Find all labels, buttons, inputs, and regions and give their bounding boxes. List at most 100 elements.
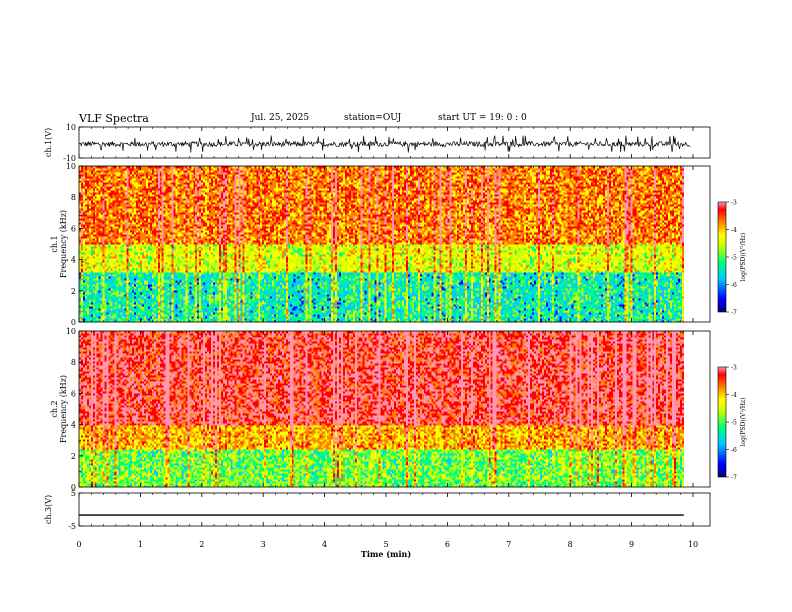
spectrogram-cell bbox=[370, 312, 373, 315]
spectrogram-cell bbox=[563, 310, 566, 313]
spectrogram-cell bbox=[191, 294, 194, 297]
spectrogram-cell bbox=[305, 316, 308, 319]
spectrogram-cell bbox=[236, 318, 239, 321]
spectrogram-cell bbox=[242, 312, 245, 315]
spectrogram-cell bbox=[84, 314, 88, 317]
spectrogram-cell bbox=[681, 310, 685, 313]
spectrogram-cell bbox=[173, 304, 176, 307]
spectrogram-cell bbox=[549, 300, 553, 303]
spectrogram-cell bbox=[305, 300, 308, 303]
spectrogram-cell bbox=[153, 302, 157, 305]
spectrogram-cell bbox=[666, 318, 669, 321]
spectrogram-cell bbox=[559, 320, 562, 323]
spectrogram-cell bbox=[612, 312, 616, 315]
spectrogram-cell bbox=[80, 292, 84, 295]
spectrogram-cell bbox=[498, 318, 501, 321]
spectrogram-cell bbox=[411, 316, 415, 319]
spectrogram-cell bbox=[551, 292, 555, 295]
spectrogram-cell bbox=[165, 312, 168, 315]
spectrogram-cell bbox=[370, 300, 373, 303]
spectrogram-cell bbox=[646, 296, 649, 299]
spectrogram-cell bbox=[112, 304, 115, 307]
spectrogram-cell bbox=[246, 298, 249, 301]
spectrogram-cell bbox=[673, 306, 677, 309]
spectrogram-cell bbox=[283, 296, 287, 299]
spectrogram-cell bbox=[634, 312, 637, 315]
spectrogram-cell bbox=[268, 312, 271, 315]
spectrogram-cell bbox=[169, 312, 172, 315]
spectrogram-cell bbox=[616, 296, 620, 299]
spectrogram-cell bbox=[504, 308, 507, 311]
spectrogram-cell bbox=[457, 310, 460, 313]
spectrogram-cell bbox=[498, 306, 501, 309]
spectrogram-cell bbox=[96, 308, 99, 311]
spectrogram-cell bbox=[473, 314, 476, 317]
spectrogram-cell bbox=[339, 302, 342, 305]
spectrogram-cell bbox=[82, 296, 86, 299]
spectrogram-cell bbox=[612, 318, 616, 321]
spectrogram-cell bbox=[593, 318, 596, 321]
spectrogram-cell bbox=[279, 290, 283, 293]
spectrogram-cell bbox=[268, 314, 271, 317]
spectrogram-cell bbox=[589, 314, 592, 317]
spectrogram-cell bbox=[187, 320, 190, 323]
spectrogram-cell bbox=[431, 290, 434, 293]
spectrogram-cell bbox=[323, 306, 326, 309]
spectrogram-cell bbox=[212, 302, 216, 305]
spectrogram-cell bbox=[435, 298, 438, 301]
spectrogram-cell bbox=[392, 298, 395, 301]
spectrogram-cell bbox=[445, 300, 448, 303]
spectrogram-cell bbox=[151, 306, 155, 309]
spectrogram-cell bbox=[664, 320, 667, 323]
spectrogram-cell bbox=[597, 304, 600, 307]
spectrogram-cell bbox=[281, 310, 285, 313]
spectrogram-cell bbox=[599, 310, 602, 313]
spectrogram-cell bbox=[258, 304, 261, 307]
spectrogram-cell bbox=[648, 316, 651, 319]
spectrogram-cell bbox=[585, 318, 588, 321]
spectrogram-cell bbox=[378, 300, 381, 303]
spectrogram-cell bbox=[169, 314, 172, 317]
spectrogram-cell bbox=[281, 290, 285, 293]
spectrogram-cell bbox=[382, 310, 385, 313]
spectrogram-cell bbox=[545, 302, 549, 305]
spectrogram-cell bbox=[368, 298, 371, 301]
spectrogram-cell bbox=[577, 316, 580, 319]
spectrogram-cell bbox=[240, 294, 243, 297]
spectrogram-cell bbox=[429, 318, 432, 321]
spectrogram-cell bbox=[122, 298, 125, 301]
spectrogram-cell bbox=[112, 314, 115, 317]
spectrogram-cell bbox=[356, 300, 360, 303]
spectrogram-cell bbox=[228, 294, 231, 297]
spectrogram-cell bbox=[323, 316, 326, 319]
spectrogram-cell bbox=[628, 296, 631, 299]
spectrogram-cell bbox=[388, 314, 391, 317]
spectrogram-cell bbox=[465, 306, 468, 309]
spectrogram-cell bbox=[610, 298, 614, 301]
spectrogram-cell bbox=[197, 308, 200, 311]
spectrogram-cell bbox=[82, 298, 86, 301]
spectrogram-cell bbox=[441, 294, 444, 297]
spectrogram-cell bbox=[311, 314, 314, 317]
spectrogram-cell bbox=[652, 304, 655, 307]
spectrogram-cell bbox=[388, 296, 391, 299]
spectrogram-cell bbox=[291, 304, 295, 307]
spectrogram-cell bbox=[358, 318, 362, 321]
spectrogram-cell bbox=[628, 302, 631, 305]
spectrogram-cell bbox=[177, 316, 180, 319]
spectrogram-cell bbox=[344, 302, 348, 305]
spectrogram-cell bbox=[157, 300, 161, 303]
spectrogram-cell bbox=[662, 306, 665, 309]
spectrogram-cell bbox=[561, 306, 564, 309]
spectrogram-cell bbox=[370, 302, 373, 305]
spectrogram-cell bbox=[226, 320, 230, 323]
spectrogram-cell bbox=[670, 310, 673, 313]
spectrogram-cell bbox=[199, 306, 202, 309]
spectrogram-cell bbox=[140, 294, 143, 297]
spectrogram-cell bbox=[165, 302, 168, 305]
spectrogram-cell bbox=[508, 314, 511, 317]
spectrogram-cell bbox=[573, 314, 576, 317]
spectrogram-cell bbox=[335, 318, 338, 321]
spectrogram-cell bbox=[238, 296, 241, 299]
spectrogram-cell bbox=[516, 298, 519, 301]
